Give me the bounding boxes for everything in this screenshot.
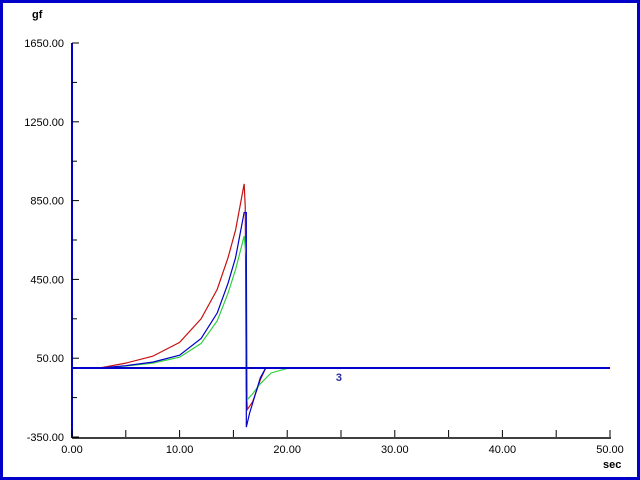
x-tick-label: 0.00 [61,444,82,456]
y-tick-label: -350.00 [27,432,64,444]
series-line-2 [98,211,288,428]
y-tick-label: 850.00 [30,196,64,208]
y-tick-label: 1250.00 [24,117,64,129]
series-line-0 [98,183,288,412]
annotation-label: 3 [336,372,342,384]
series-line-1 [98,235,298,402]
y-tick-label: 1650.00 [24,38,64,50]
x-tick-label: 50.00 [596,444,624,456]
x-tick-label: 40.00 [489,444,517,456]
x-axis-label: sec [603,459,621,471]
x-tick-label: 10.00 [166,444,194,456]
y-tick-label: 50.00 [36,353,64,365]
x-tick-label: 20.00 [273,444,301,456]
y-tick-label: 450.00 [30,274,64,286]
x-tick-label: 30.00 [381,444,409,456]
y-axis-label: gf [32,9,43,21]
